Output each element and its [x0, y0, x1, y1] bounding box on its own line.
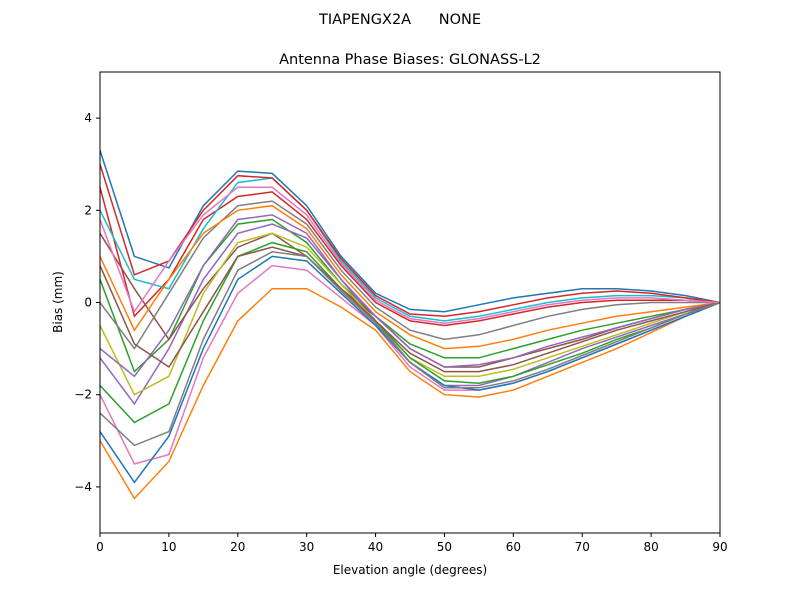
series-line-9 — [99, 177, 721, 322]
series-line-17 — [99, 251, 721, 447]
x-tick-label: 10 — [161, 540, 176, 554]
x-tick-label: 80 — [643, 540, 658, 554]
series-line-1 — [99, 287, 721, 500]
x-tick-label: 40 — [368, 540, 383, 554]
y-tick-label: 2 — [84, 203, 92, 217]
y-axis-label: Bias (mm) — [51, 271, 65, 333]
figure-title: TIAPENGX2A NONE — [318, 12, 481, 28]
x-tick-label: 70 — [575, 540, 590, 554]
y-tick-label: 4 — [84, 111, 92, 125]
y-tick-label: −4 — [74, 480, 92, 494]
chart-title: Antenna Phase Biases: GLONASS-L2 — [279, 52, 541, 68]
series-line-15 — [99, 246, 721, 373]
series-line-0 — [99, 150, 721, 313]
y-tick-label: −2 — [74, 388, 92, 402]
series-line-12 — [99, 241, 721, 424]
series-line-11 — [99, 204, 721, 350]
y-tick-label: 0 — [84, 296, 92, 310]
x-tick-label: 20 — [230, 540, 245, 554]
series-line-3 — [99, 187, 721, 327]
x-tick-label: 90 — [712, 540, 727, 554]
series-line-16 — [99, 186, 721, 324]
x-tick-label: 50 — [437, 540, 452, 554]
x-tick-label: 0 — [96, 540, 104, 554]
x-ticks: 0 10 20 30 40 50 60 70 80 90 — [96, 533, 728, 554]
series-line-7 — [99, 200, 720, 350]
y-ticks: −4 −2 0 2 4 — [74, 111, 100, 494]
series-line-14 — [99, 214, 721, 378]
x-tick-label: 30 — [299, 540, 314, 554]
x-tick-label: 60 — [506, 540, 521, 554]
x-axis-label: Elevation angle (degrees) — [333, 563, 487, 577]
series-lines — [99, 150, 721, 500]
series-line-13 — [99, 163, 721, 318]
